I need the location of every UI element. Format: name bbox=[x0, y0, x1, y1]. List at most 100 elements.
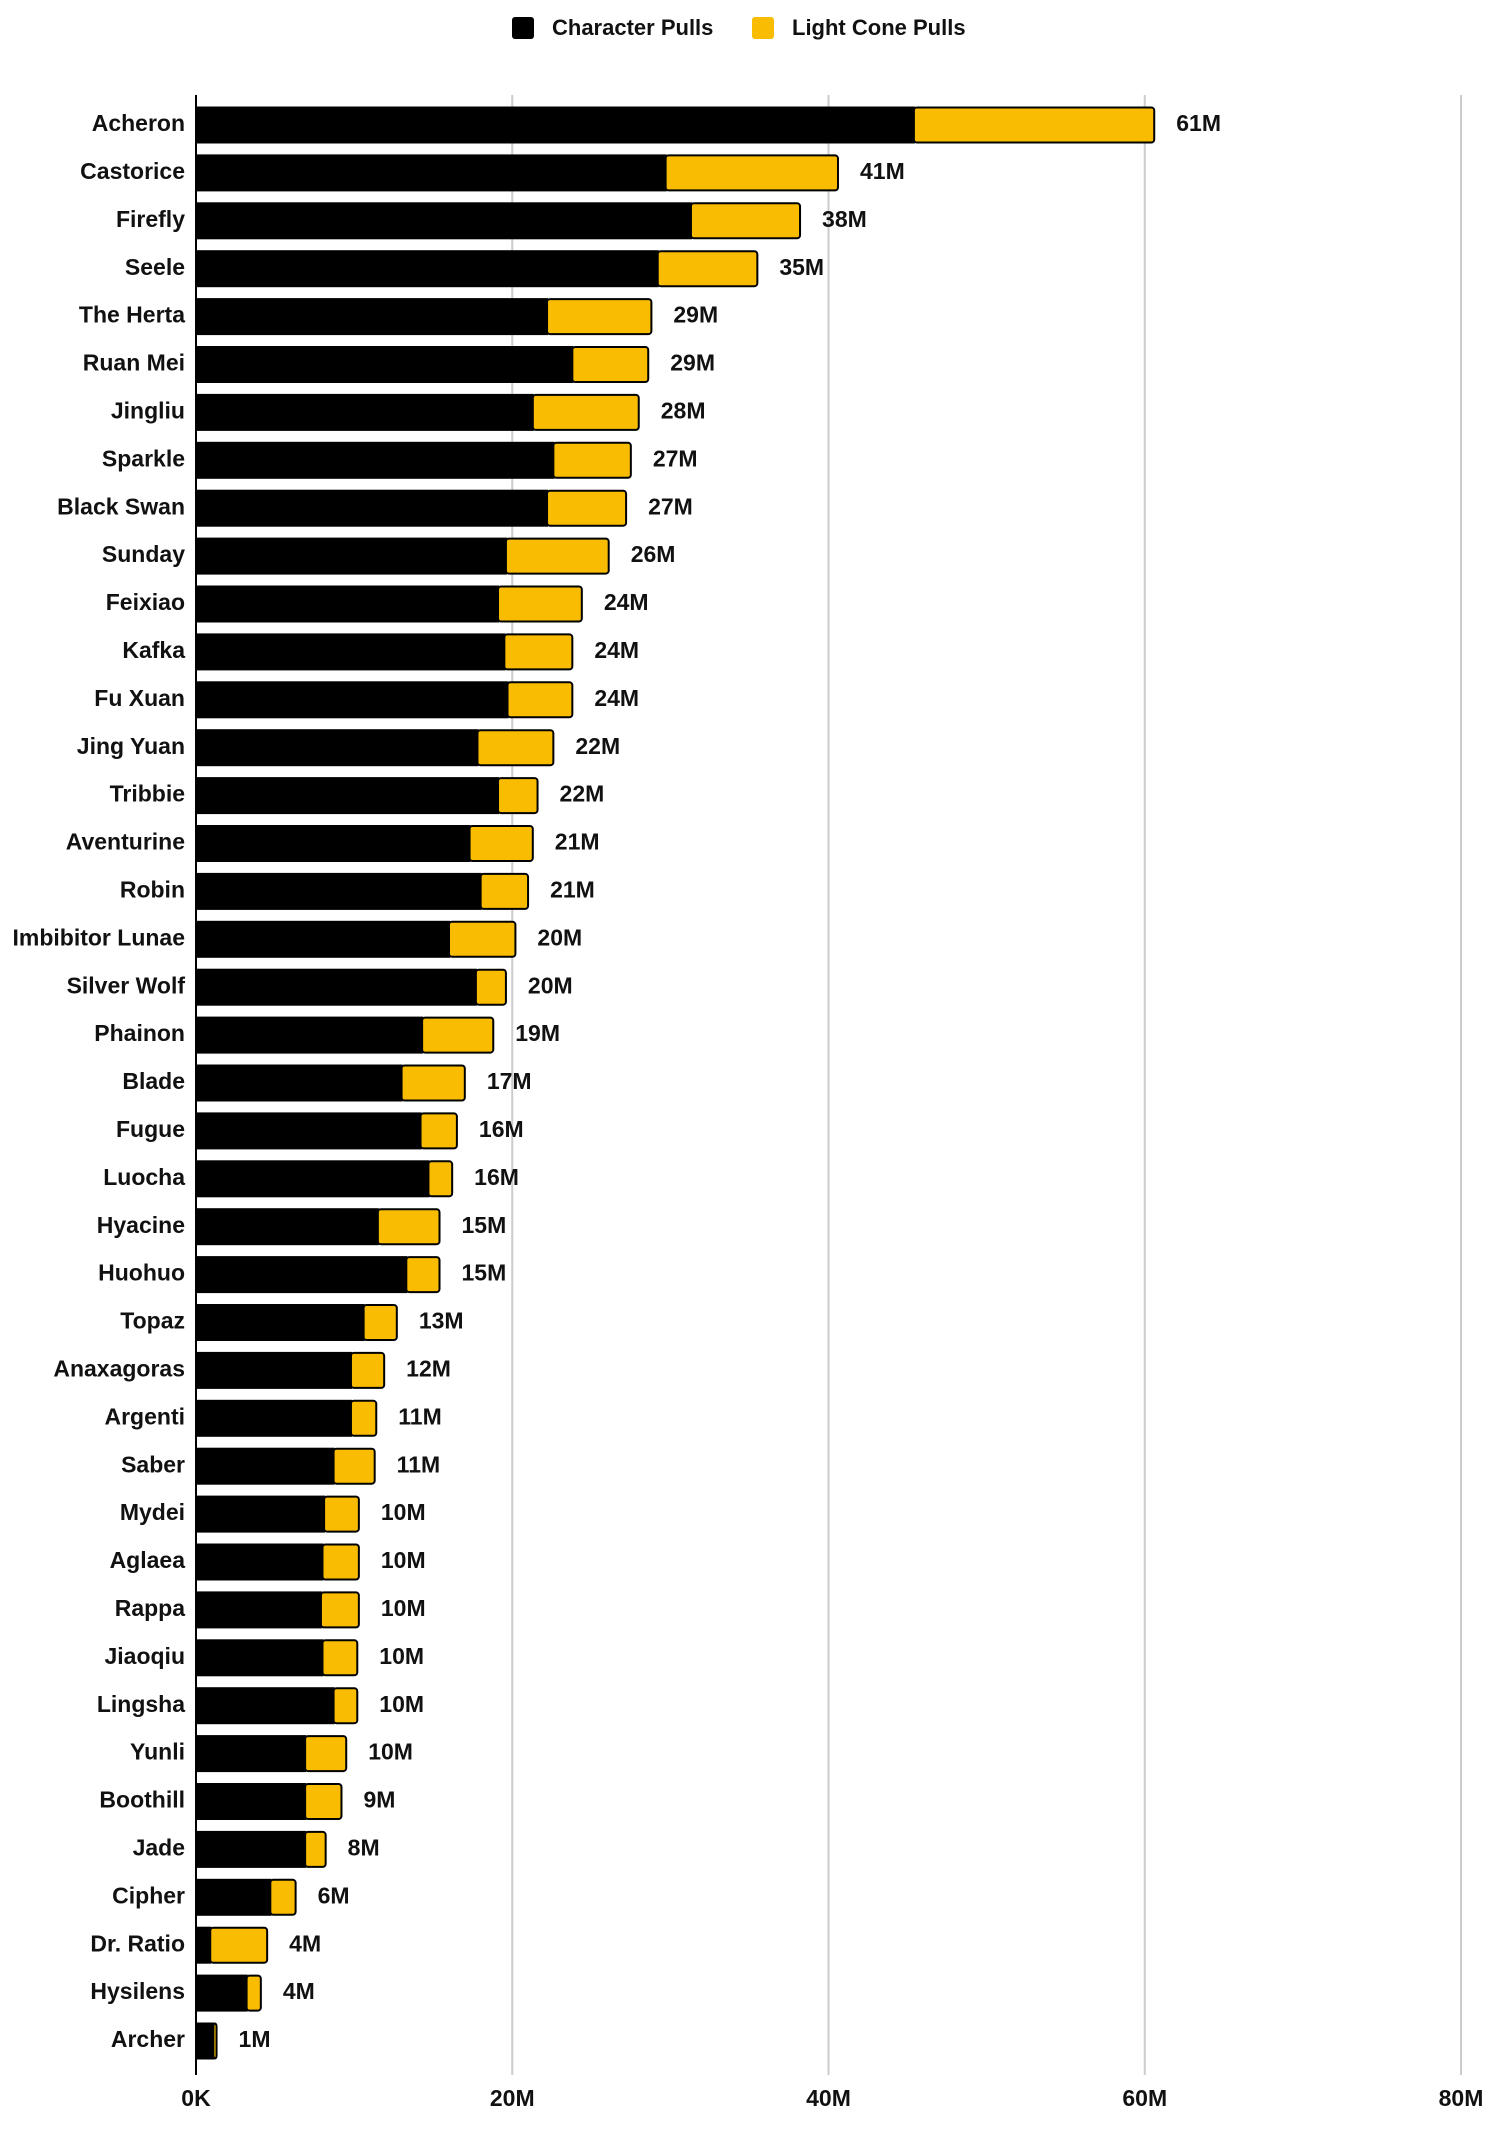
bar-segment bbox=[245, 1974, 262, 2012]
bar-segment bbox=[195, 441, 555, 479]
bar-segment bbox=[195, 585, 500, 623]
y-tick-label: Mydei bbox=[120, 1499, 185, 1525]
total-label: 10M bbox=[379, 1691, 424, 1717]
y-tick-label: Luocha bbox=[103, 1164, 185, 1190]
bar-segment bbox=[546, 298, 653, 336]
total-label: 15M bbox=[462, 1260, 507, 1286]
y-tick-label: Hyacine bbox=[97, 1212, 185, 1238]
y-tick-label: Huohuo bbox=[98, 1260, 185, 1286]
bar-segment bbox=[195, 250, 659, 288]
bar-segment bbox=[195, 298, 549, 336]
total-label: 12M bbox=[406, 1355, 451, 1381]
bar-segment bbox=[195, 1639, 324, 1677]
bar-segment bbox=[497, 777, 539, 815]
y-tick-label: Black Swan bbox=[57, 493, 185, 519]
total-label: 24M bbox=[604, 589, 649, 615]
bar-segment bbox=[195, 393, 534, 431]
bar-segment bbox=[212, 2022, 218, 2060]
bar-segment bbox=[195, 106, 915, 144]
bar-segment bbox=[479, 872, 530, 910]
total-label: 21M bbox=[555, 829, 600, 855]
total-label: 1M bbox=[239, 2026, 271, 2052]
total-label: 26M bbox=[631, 541, 676, 567]
bar-segment bbox=[195, 825, 471, 862]
y-tick-label: Argenti bbox=[105, 1403, 186, 1429]
bar-segment bbox=[474, 968, 507, 1006]
bar-segment bbox=[332, 1447, 376, 1485]
total-label: 17M bbox=[487, 1068, 532, 1094]
total-label: 10M bbox=[381, 1595, 426, 1621]
total-label: 15M bbox=[462, 1212, 507, 1238]
y-tick-label: Boothill bbox=[99, 1787, 185, 1813]
x-tick-label: 20M bbox=[490, 2085, 535, 2111]
total-label: 10M bbox=[381, 1547, 426, 1573]
bar-segment bbox=[195, 1495, 326, 1533]
total-label: 27M bbox=[648, 493, 693, 519]
bar-segment bbox=[195, 1926, 212, 1964]
bar-segment bbox=[332, 1687, 359, 1725]
total-label: 10M bbox=[368, 1739, 413, 1765]
bar-segment bbox=[195, 1256, 408, 1294]
total-label: 11M bbox=[398, 1403, 441, 1429]
bar-segment bbox=[195, 1016, 424, 1054]
bar-segment bbox=[421, 1016, 495, 1054]
y-tick-label: Fu Xuan bbox=[94, 685, 185, 711]
y-tick-label: Castorice bbox=[80, 158, 185, 184]
y-tick-label: Topaz bbox=[120, 1308, 185, 1334]
total-label: 8M bbox=[348, 1834, 380, 1860]
bar-segment bbox=[195, 1064, 403, 1102]
bar-segment bbox=[304, 1735, 348, 1773]
bar-segment bbox=[448, 920, 517, 958]
y-tick-label: Fugue bbox=[116, 1116, 185, 1142]
total-label: 22M bbox=[575, 733, 620, 759]
y-tick-label: Jingliu bbox=[111, 397, 185, 423]
y-tick-label: Silver Wolf bbox=[67, 972, 186, 998]
bar-segment bbox=[497, 585, 583, 623]
total-label: 61M bbox=[1176, 110, 1221, 136]
bar-segment bbox=[376, 1208, 441, 1246]
y-tick-label: Kafka bbox=[122, 637, 185, 663]
total-label: 19M bbox=[515, 1020, 560, 1046]
total-label: 16M bbox=[474, 1164, 519, 1190]
bar-segment bbox=[656, 250, 759, 288]
y-tick-label: Cipher bbox=[112, 1882, 185, 1908]
total-label: 24M bbox=[594, 637, 639, 663]
bar-segment bbox=[195, 1112, 422, 1150]
bar-segment bbox=[195, 1830, 307, 1868]
bar-segment bbox=[362, 1304, 398, 1341]
bar-segment bbox=[546, 489, 628, 527]
y-tick-label: Rappa bbox=[115, 1595, 186, 1621]
bar-segment bbox=[304, 1830, 327, 1868]
bar-segment bbox=[427, 1160, 454, 1198]
bar-segment bbox=[195, 1783, 307, 1820]
y-tick-label: Imbibitor Lunae bbox=[13, 924, 186, 950]
bar-segment bbox=[664, 154, 839, 192]
total-label: 20M bbox=[537, 924, 582, 950]
total-label: 10M bbox=[379, 1643, 424, 1669]
bar-segment bbox=[195, 489, 549, 527]
total-label: 9M bbox=[363, 1787, 395, 1813]
total-label: 10M bbox=[381, 1499, 426, 1525]
bar-segment bbox=[195, 633, 506, 671]
total-label: 35M bbox=[779, 254, 824, 280]
total-label: 22M bbox=[560, 781, 605, 807]
bar-segment bbox=[531, 393, 640, 431]
y-tick-label: Firefly bbox=[116, 206, 185, 232]
total-label: 28M bbox=[661, 397, 706, 423]
bar-segment bbox=[195, 872, 482, 910]
total-label: 13M bbox=[419, 1308, 464, 1334]
bar-segment bbox=[195, 1735, 307, 1773]
y-tick-label: Dr. Ratio bbox=[90, 1930, 185, 1956]
bar-segment bbox=[195, 537, 507, 575]
total-label: 20M bbox=[528, 972, 573, 998]
total-label: 4M bbox=[283, 1978, 315, 2004]
bar-segment bbox=[209, 1926, 269, 1964]
total-label: 38M bbox=[822, 206, 867, 232]
bar-segment bbox=[195, 920, 450, 958]
y-tick-label: Tribbie bbox=[110, 781, 185, 807]
total-label: 24M bbox=[594, 685, 639, 711]
bar-segment bbox=[195, 1399, 352, 1437]
bar-segment bbox=[195, 202, 692, 240]
bar-segment bbox=[319, 1591, 360, 1629]
